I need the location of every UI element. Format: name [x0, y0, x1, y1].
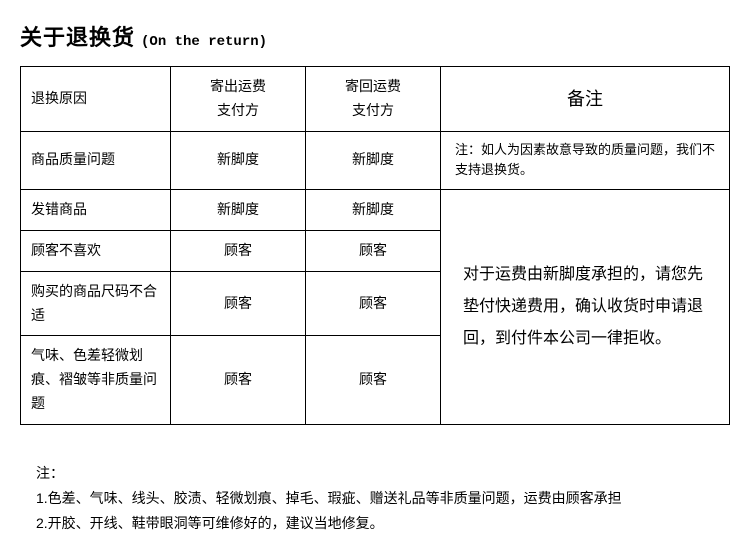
cell-out: 新脚度	[171, 131, 306, 190]
table-header-row: 退换原因 寄出运费 支付方 寄回运费 支付方 备注	[21, 67, 730, 132]
table-row: 发错商品 新脚度 新脚度 对于运费由新脚度承担的，请您先垫付快递费用，确认收货时…	[21, 190, 730, 231]
cell-remark-1: 注：如人为因素故意导致的质量问题，我们不支持退换货。	[441, 131, 730, 190]
footnote-line-1: 1.色差、气味、线头、胶渍、轻微划痕、掉毛、瑕疵、赠送礼品等非质量问题，运费由顾…	[36, 486, 730, 511]
header-remark: 备注	[441, 67, 730, 132]
header-out-shipping-text: 寄出运费 支付方	[210, 78, 266, 118]
cell-reason: 商品质量问题	[21, 131, 171, 190]
cell-out: 顾客	[171, 271, 306, 336]
cell-reason: 购买的商品尺码不合适	[21, 271, 171, 336]
title-main: 关于退换货	[20, 20, 135, 52]
footnote-line-2: 2.开胶、开线、鞋带眼洞等可维修好的，建议当地修复。	[36, 511, 730, 536]
cell-reason: 发错商品	[21, 190, 171, 231]
header-back-shipping: 寄回运费 支付方	[306, 67, 441, 132]
page-title: 关于退换货 (On the return)	[20, 20, 730, 52]
cell-out: 顾客	[171, 336, 306, 424]
footnote-label: 注：	[36, 461, 730, 486]
cell-out: 顾客	[171, 230, 306, 271]
title-sub: (On the return)	[141, 34, 267, 50]
cell-remark-merged: 对于运费由新脚度承担的，请您先垫付快递费用，确认收货时申请退回，到付件本公司一律…	[441, 190, 730, 425]
footnote: 注： 1.色差、气味、线头、胶渍、轻微划痕、掉毛、瑕疵、赠送礼品等非质量问题，运…	[20, 461, 730, 536]
cell-back: 顾客	[306, 336, 441, 424]
header-out-shipping: 寄出运费 支付方	[171, 67, 306, 132]
cell-reason: 气味、色差轻微划痕、褶皱等非质量问题	[21, 336, 171, 424]
cell-out: 新脚度	[171, 190, 306, 231]
cell-back: 顾客	[306, 271, 441, 336]
table-row: 商品质量问题 新脚度 新脚度 注：如人为因素故意导致的质量问题，我们不支持退换货…	[21, 131, 730, 190]
header-back-shipping-text: 寄回运费 支付方	[345, 78, 401, 118]
cell-back: 新脚度	[306, 190, 441, 231]
cell-back: 顾客	[306, 230, 441, 271]
cell-back: 新脚度	[306, 131, 441, 190]
cell-reason: 顾客不喜欢	[21, 230, 171, 271]
header-reason: 退换原因	[21, 67, 171, 132]
return-policy-table: 退换原因 寄出运费 支付方 寄回运费 支付方 备注 商品质量问题 新脚度 新脚度…	[20, 66, 730, 425]
